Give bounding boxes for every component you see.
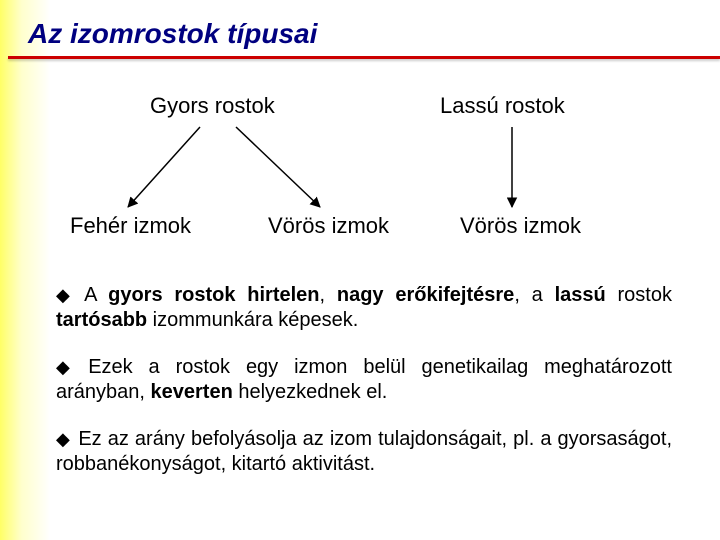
bullet-list: ◆ A gyors rostok hirtelen, nagy erőkifejt… bbox=[0, 283, 720, 477]
diamond-icon: ◆ bbox=[56, 285, 76, 305]
fiber-type-diagram: Gyors rostok Lassú rostok Fehér izmok Vö… bbox=[0, 83, 720, 283]
diagram-arrows bbox=[0, 83, 720, 283]
page-title: Az izomrostok típusai bbox=[0, 0, 720, 56]
bullet-text: helyezkednek el. bbox=[233, 381, 388, 403]
bullet-text: gyors rostok hirtelen bbox=[108, 284, 319, 306]
node-voros1: Vörös izmok bbox=[268, 213, 389, 239]
bullet-text: , bbox=[320, 284, 337, 306]
bullet-text: rostok bbox=[606, 284, 672, 306]
bullet-item: ◆ A gyors rostok hirtelen, nagy erőkifejt… bbox=[56, 283, 672, 333]
bullet-text: lassú bbox=[555, 284, 606, 306]
bullet-text: Ez az arány befolyásolja az izom tulajdo… bbox=[56, 428, 672, 475]
bullet-text: tartósabb bbox=[56, 309, 147, 331]
bullet-text: keverten bbox=[151, 381, 233, 403]
bullet-text: , a bbox=[514, 284, 554, 306]
bullet-text: nagy erőkifejtésre bbox=[337, 284, 514, 306]
node-lassu: Lassú rostok bbox=[440, 93, 565, 119]
bullet-item: ◆Ezek a rostok egy izmon belül genetikai… bbox=[56, 355, 672, 405]
node-gyors: Gyors rostok bbox=[150, 93, 275, 119]
diamond-icon: ◆ bbox=[56, 429, 70, 449]
diamond-icon: ◆ bbox=[56, 357, 80, 377]
bullet-item: ◆Ez az arány befolyásolja az izom tulajd… bbox=[56, 427, 672, 477]
bullet-text: izommunkára képesek. bbox=[147, 309, 358, 331]
node-feher: Fehér izmok bbox=[70, 213, 191, 239]
node-voros2: Vörös izmok bbox=[460, 213, 581, 239]
title-underline bbox=[8, 56, 720, 59]
bullet-text: A bbox=[84, 284, 108, 306]
